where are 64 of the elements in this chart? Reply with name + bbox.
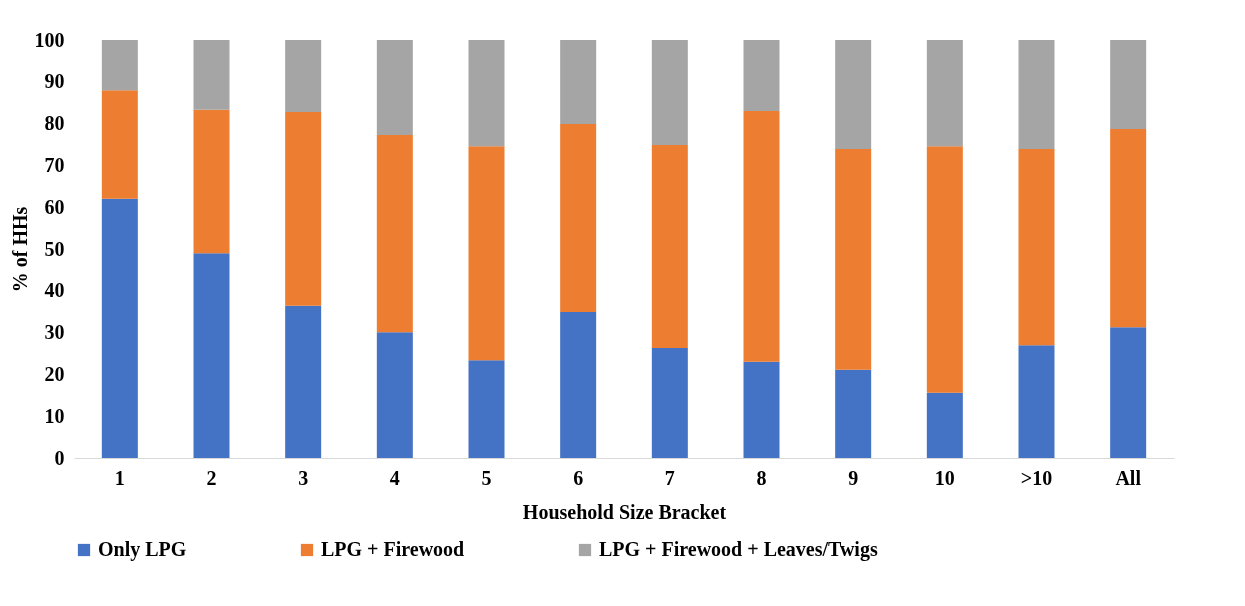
bar bbox=[743, 111, 780, 362]
bar bbox=[285, 40, 322, 112]
bar bbox=[651, 40, 688, 145]
y-tick-label: 100 bbox=[34, 28, 65, 51]
bar bbox=[101, 198, 138, 458]
y-tick-label: 60 bbox=[44, 195, 65, 218]
legend-label: LPG + Firewood bbox=[321, 538, 465, 560]
y-axis-title: % of HHs bbox=[8, 206, 31, 293]
x-tick-label: 3 bbox=[298, 466, 309, 489]
bar bbox=[560, 124, 597, 313]
y-tick-label: 20 bbox=[44, 362, 65, 385]
bar bbox=[560, 40, 597, 125]
bar bbox=[101, 40, 138, 91]
bar bbox=[193, 40, 230, 110]
x-tick-label: 6 bbox=[573, 466, 584, 489]
x-tick-label: All bbox=[1115, 466, 1142, 489]
legend-label: Only LPG bbox=[98, 538, 187, 561]
bar bbox=[560, 312, 597, 458]
x-tick-label: 10 bbox=[934, 466, 955, 489]
bar bbox=[285, 305, 322, 458]
x-tick-label: 9 bbox=[848, 466, 859, 489]
x-tick-label: 4 bbox=[389, 466, 400, 489]
bar bbox=[1110, 129, 1147, 328]
bar bbox=[193, 109, 230, 254]
y-tick-label: 40 bbox=[44, 279, 65, 302]
bar bbox=[1110, 40, 1147, 130]
x-tick-label: 7 bbox=[664, 466, 675, 489]
bar bbox=[926, 392, 963, 458]
y-tick-label: 0 bbox=[54, 446, 65, 469]
bar bbox=[468, 40, 505, 147]
bar bbox=[926, 146, 963, 393]
bar bbox=[1110, 327, 1147, 458]
y-tick-label: 70 bbox=[44, 153, 65, 176]
bar bbox=[835, 40, 872, 150]
bar bbox=[468, 360, 505, 458]
x-axis-title: Household Size Bracket bbox=[522, 500, 727, 523]
bar bbox=[376, 332, 413, 458]
bar bbox=[376, 134, 413, 333]
bar bbox=[835, 369, 872, 458]
bar bbox=[193, 253, 230, 458]
bar bbox=[926, 40, 963, 147]
y-tick-label: 80 bbox=[44, 112, 65, 135]
bar bbox=[285, 111, 322, 306]
bar bbox=[376, 40, 413, 135]
y-tick-label: 10 bbox=[44, 404, 65, 427]
bar bbox=[835, 149, 872, 370]
bar bbox=[743, 40, 780, 112]
bar bbox=[743, 361, 780, 458]
bar bbox=[468, 146, 505, 361]
y-tick-label: 50 bbox=[44, 237, 65, 260]
x-tick-label: 5 bbox=[481, 466, 492, 489]
bar bbox=[651, 348, 688, 458]
x-tick-label: 2 bbox=[206, 466, 217, 489]
bar bbox=[101, 90, 138, 199]
bar bbox=[1018, 40, 1055, 150]
x-tick-label: 1 bbox=[114, 466, 125, 489]
y-tick-label: 30 bbox=[44, 321, 65, 344]
bar bbox=[651, 144, 688, 349]
bar bbox=[1018, 345, 1055, 458]
legend-label: LPG + Firewood + Leaves/Twigs bbox=[599, 538, 878, 561]
y-tick-label: 90 bbox=[44, 70, 65, 93]
x-tick-label: 8 bbox=[756, 466, 767, 489]
bar bbox=[1018, 149, 1055, 346]
x-tick-label: >10 bbox=[1020, 466, 1053, 489]
